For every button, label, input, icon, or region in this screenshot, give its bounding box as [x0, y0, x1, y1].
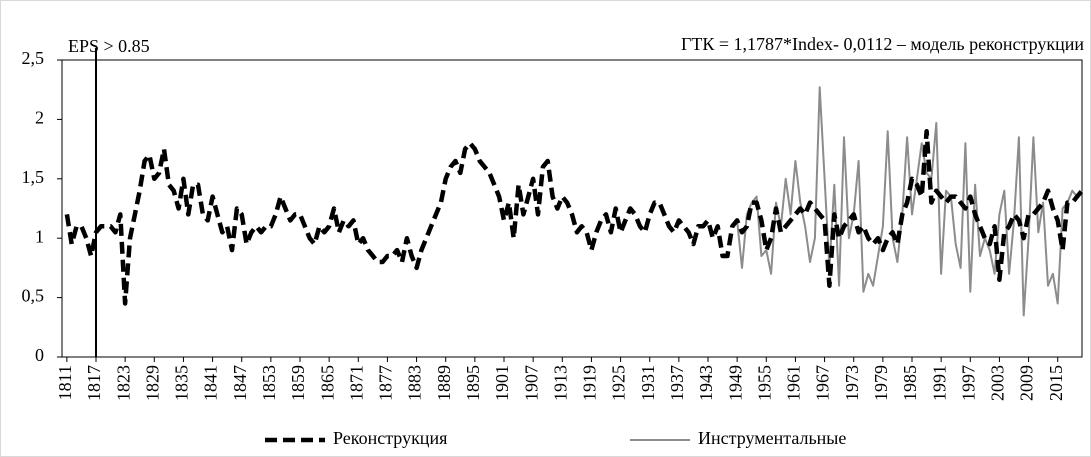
- x-tick-label: 2003: [988, 365, 1008, 401]
- x-tick-label: 1895: [463, 365, 483, 401]
- x-tick-label: 1961: [784, 365, 804, 401]
- x-tick-label: 1883: [405, 365, 425, 401]
- x-tick-label: 1973: [842, 365, 862, 401]
- series-line: [736, 86, 1083, 317]
- y-tick-label: 1: [35, 226, 44, 246]
- x-tick-label: 1925: [609, 365, 629, 401]
- x-tick-label: 1931: [638, 365, 658, 401]
- x-tick-label: 1949: [725, 365, 745, 401]
- annotation-text: EPS > 0.85: [68, 36, 150, 56]
- x-tick-label: 1919: [580, 365, 600, 401]
- x-tick-label: 2009: [1017, 365, 1037, 401]
- x-tick-label: 1913: [550, 365, 570, 401]
- legend-label: Инструментальные: [698, 428, 846, 448]
- x-tick-label: 1937: [667, 365, 687, 401]
- y-tick-label: 1,5: [22, 167, 45, 187]
- chart-title: ГТК = 1,1787*Index- 0,0112 – модель реко…: [681, 34, 1084, 54]
- x-tick-label: 1979: [871, 365, 891, 401]
- x-tick-label: 1871: [346, 365, 366, 401]
- series-line: [64, 129, 1084, 306]
- x-tick-label: 1985: [900, 365, 920, 401]
- x-tick-label: 1841: [201, 365, 221, 401]
- y-tick-label: 0: [35, 345, 44, 365]
- x-tick-label: 2015: [1046, 365, 1066, 401]
- x-tick-label: 1901: [492, 365, 512, 401]
- legend-label: Реконструкция: [333, 428, 447, 448]
- x-tick-label: 1817: [84, 365, 104, 401]
- y-tick-label: 2,5: [22, 48, 45, 68]
- x-tick-label: 1811: [55, 365, 75, 400]
- x-tick-label: 1955: [754, 365, 774, 401]
- x-tick-label: 1997: [958, 365, 978, 401]
- x-tick-label: 1991: [929, 365, 949, 401]
- x-tick-label: 1835: [172, 365, 192, 401]
- x-tick-label: 1865: [317, 365, 337, 401]
- x-tick-label: 1823: [113, 365, 133, 401]
- x-tick-label: 1943: [696, 365, 716, 401]
- x-tick-label: 1853: [259, 365, 279, 401]
- x-tick-label: 1889: [434, 365, 454, 401]
- x-tick-label: 1967: [813, 365, 833, 401]
- x-tick-label: 1907: [521, 365, 541, 401]
- x-tick-label: 1829: [142, 365, 162, 401]
- x-tick-label: 1877: [376, 365, 396, 401]
- plot-frame: [61, 59, 1083, 358]
- y-tick-label: 2: [35, 108, 44, 128]
- x-tick-label: 1859: [288, 365, 308, 401]
- x-tick-label: 1847: [230, 365, 250, 401]
- y-tick-label: 0,5: [22, 286, 45, 306]
